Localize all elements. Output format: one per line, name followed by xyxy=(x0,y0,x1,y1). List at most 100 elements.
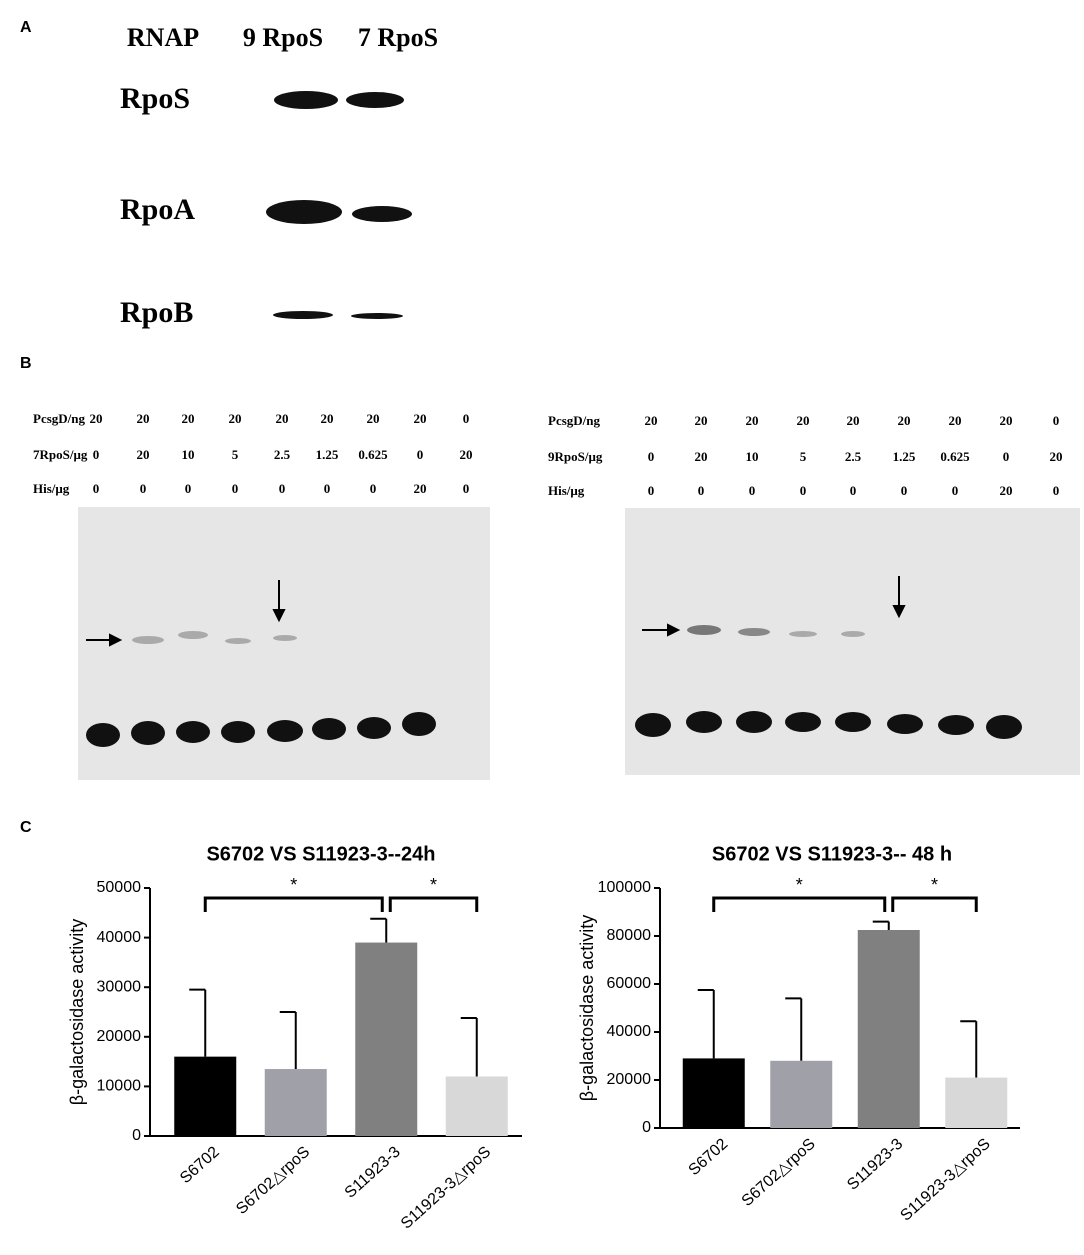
y-tick-label: 60000 xyxy=(607,975,652,992)
cell-value: 0 xyxy=(93,447,100,462)
significance-bracket xyxy=(388,896,479,912)
bar xyxy=(264,1069,327,1136)
blot-label: RpoA xyxy=(120,193,195,226)
blot-label: RpoS xyxy=(120,82,190,115)
cell-value: 0.625 xyxy=(358,447,388,462)
cell-value: 20 xyxy=(367,411,380,426)
cell-value: 20 xyxy=(797,413,810,428)
x-tick-label: S11923-3△rpoS xyxy=(398,1143,494,1232)
cell-value: 20 xyxy=(1000,413,1013,428)
bar xyxy=(945,1077,1008,1128)
y-axis-label: β-galactosidase activity xyxy=(67,919,87,1105)
gel-bands xyxy=(86,711,1022,747)
y-tick-label: 40000 xyxy=(607,1023,652,1040)
bar xyxy=(682,1058,745,1128)
cell-value: 0 xyxy=(463,481,470,496)
significance-bracket xyxy=(712,896,887,912)
cell-value: 2.5 xyxy=(845,449,862,464)
cell-value: 20 xyxy=(90,411,103,426)
cell-value: 20 xyxy=(847,413,860,428)
row-label: His/μg xyxy=(33,481,70,496)
row-label: 9RpoS/μg xyxy=(548,449,603,464)
y-tick-label: 50000 xyxy=(97,879,142,896)
bar xyxy=(445,1076,508,1136)
cell-value: 0 xyxy=(1053,483,1060,498)
shifted-bands xyxy=(132,625,865,644)
cell-value: 0 xyxy=(140,481,147,496)
cell-value: 20 xyxy=(645,413,658,428)
row-label: PcsgD/ng xyxy=(548,413,601,428)
cell-value: 20 xyxy=(137,411,150,426)
bar xyxy=(174,1056,237,1136)
panel-label: B xyxy=(20,355,32,372)
cell-value: 0 xyxy=(232,481,239,496)
cell-value: 0 xyxy=(800,483,807,498)
cell-value: 0 xyxy=(1003,449,1010,464)
cell-value: 0 xyxy=(698,483,705,498)
y-tick-label: 20000 xyxy=(607,1071,652,1088)
cell-value: 20 xyxy=(746,413,759,428)
significance-bracket xyxy=(891,896,978,912)
y-tick-label: 0 xyxy=(132,1127,141,1144)
cell-value: 20 xyxy=(460,447,473,462)
cell-value: 0 xyxy=(93,481,100,496)
x-tick-label: S6702△rpoS xyxy=(233,1143,313,1217)
y-tick-label: 80000 xyxy=(607,927,652,944)
x-tick-label: S6702 xyxy=(685,1135,731,1179)
y-tick-label: 30000 xyxy=(97,978,142,995)
cell-value: 0 xyxy=(370,481,377,496)
chart-title: S6702 VS S11923-3--24h xyxy=(206,843,435,865)
row-label: 7RpoS/μg xyxy=(33,447,88,462)
y-tick-label: 100000 xyxy=(598,879,651,896)
row-label: PcsgD/ng xyxy=(33,411,86,426)
x-tick-label: S11923-3△rpoS xyxy=(897,1135,993,1224)
cell-value: 20 xyxy=(229,411,242,426)
panel-label: C xyxy=(20,819,32,836)
cell-value: 20 xyxy=(949,413,962,428)
cell-value: 1.25 xyxy=(316,447,339,462)
row-label: His/μg xyxy=(548,483,585,498)
x-tick-label: S6702 xyxy=(177,1143,223,1187)
cell-value: 0 xyxy=(185,481,192,496)
cell-value: 0.625 xyxy=(940,449,970,464)
bar xyxy=(857,930,920,1128)
cell-value: 0 xyxy=(417,447,424,462)
y-tick-label: 0 xyxy=(642,1119,651,1136)
cell-value: 20 xyxy=(182,411,195,426)
cell-value: 10 xyxy=(746,449,759,464)
significance-label: * xyxy=(796,875,803,895)
panel-label: A xyxy=(20,19,32,36)
chart-title: S6702 VS S11923-3-- 48 h xyxy=(712,843,952,865)
lane-header: RNAP xyxy=(127,23,199,52)
cell-value: 20 xyxy=(1000,483,1013,498)
cell-value: 20 xyxy=(695,449,708,464)
cell-value: 0 xyxy=(279,481,286,496)
cell-value: 20 xyxy=(414,481,427,496)
cell-value: 0 xyxy=(1053,413,1060,428)
cell-value: 1.25 xyxy=(893,449,916,464)
cell-value: 0 xyxy=(952,483,959,498)
significance-label: * xyxy=(430,875,437,895)
significance-bracket xyxy=(203,896,384,912)
bar xyxy=(355,942,418,1136)
cell-value: 5 xyxy=(232,447,239,462)
y-tick-label: 10000 xyxy=(97,1078,142,1095)
significance-label: * xyxy=(931,875,938,895)
cell-value: 20 xyxy=(414,411,427,426)
cell-value: 0 xyxy=(648,449,655,464)
cell-value: 0 xyxy=(324,481,331,496)
cell-value: 20 xyxy=(1050,449,1063,464)
cell-value: 20 xyxy=(898,413,911,428)
cell-value: 20 xyxy=(137,447,150,462)
significance-label: * xyxy=(290,875,297,895)
y-tick-label: 20000 xyxy=(97,1028,142,1045)
cell-value: 0 xyxy=(850,483,857,498)
y-axis-label: β-galactosidase activity xyxy=(577,915,597,1101)
x-tick-label: S11923-3 xyxy=(844,1135,906,1193)
cell-value: 20 xyxy=(276,411,289,426)
cell-value: 0 xyxy=(648,483,655,498)
blot-label: RpoB xyxy=(120,296,193,329)
cell-value: 20 xyxy=(695,413,708,428)
blot-bands xyxy=(266,91,412,319)
